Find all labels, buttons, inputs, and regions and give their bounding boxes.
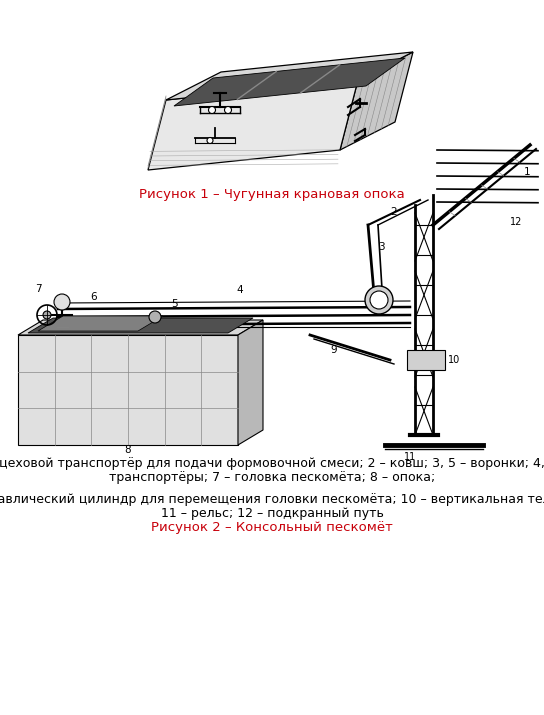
Text: 7: 7 <box>35 284 42 294</box>
Text: 12: 12 <box>510 217 522 227</box>
Text: Рисунок 2 – Консольный пескомёт: Рисунок 2 – Консольный пескомёт <box>151 521 393 534</box>
Circle shape <box>149 311 161 323</box>
Polygon shape <box>38 316 163 331</box>
Text: 4: 4 <box>237 285 243 295</box>
Text: 2: 2 <box>390 207 397 217</box>
Text: 6: 6 <box>90 292 97 302</box>
Text: Рисунок 1 – Чугунная крановая опока: Рисунок 1 – Чугунная крановая опока <box>139 188 405 201</box>
Circle shape <box>225 107 232 114</box>
Polygon shape <box>148 80 358 170</box>
Text: 1: 1 <box>524 167 530 177</box>
Text: 11 – рельс; 12 – подкранный путь: 11 – рельс; 12 – подкранный путь <box>160 507 384 520</box>
Polygon shape <box>238 320 263 445</box>
Polygon shape <box>340 52 413 150</box>
Polygon shape <box>18 335 238 445</box>
Circle shape <box>43 311 51 319</box>
Text: 9: 9 <box>330 345 337 355</box>
Polygon shape <box>28 318 253 333</box>
Text: транспортёры; 7 – головка пескомёта; 8 – опока;: транспортёры; 7 – головка пескомёта; 8 –… <box>109 471 435 484</box>
Text: 1 – цеховой транспортёр для подачи формовочной смеси; 2 – ковш; 3, 5 – воронки; : 1 – цеховой транспортёр для подачи формо… <box>0 457 544 470</box>
Circle shape <box>208 107 215 114</box>
Text: 10: 10 <box>448 355 460 365</box>
Text: 9-гидравлический цилиндр для перемещения головки пескомёта; 10 – вертикальная те: 9-гидравлический цилиндр для перемещения… <box>0 493 544 506</box>
Circle shape <box>54 294 70 310</box>
Polygon shape <box>18 320 263 335</box>
Text: 5: 5 <box>172 299 178 309</box>
Circle shape <box>207 137 213 144</box>
Polygon shape <box>407 350 445 370</box>
Text: 3: 3 <box>378 242 385 252</box>
Circle shape <box>370 291 388 309</box>
Text: 11: 11 <box>404 452 416 462</box>
Polygon shape <box>174 58 405 106</box>
Polygon shape <box>166 52 413 100</box>
Text: 8: 8 <box>125 445 131 455</box>
Circle shape <box>365 286 393 314</box>
